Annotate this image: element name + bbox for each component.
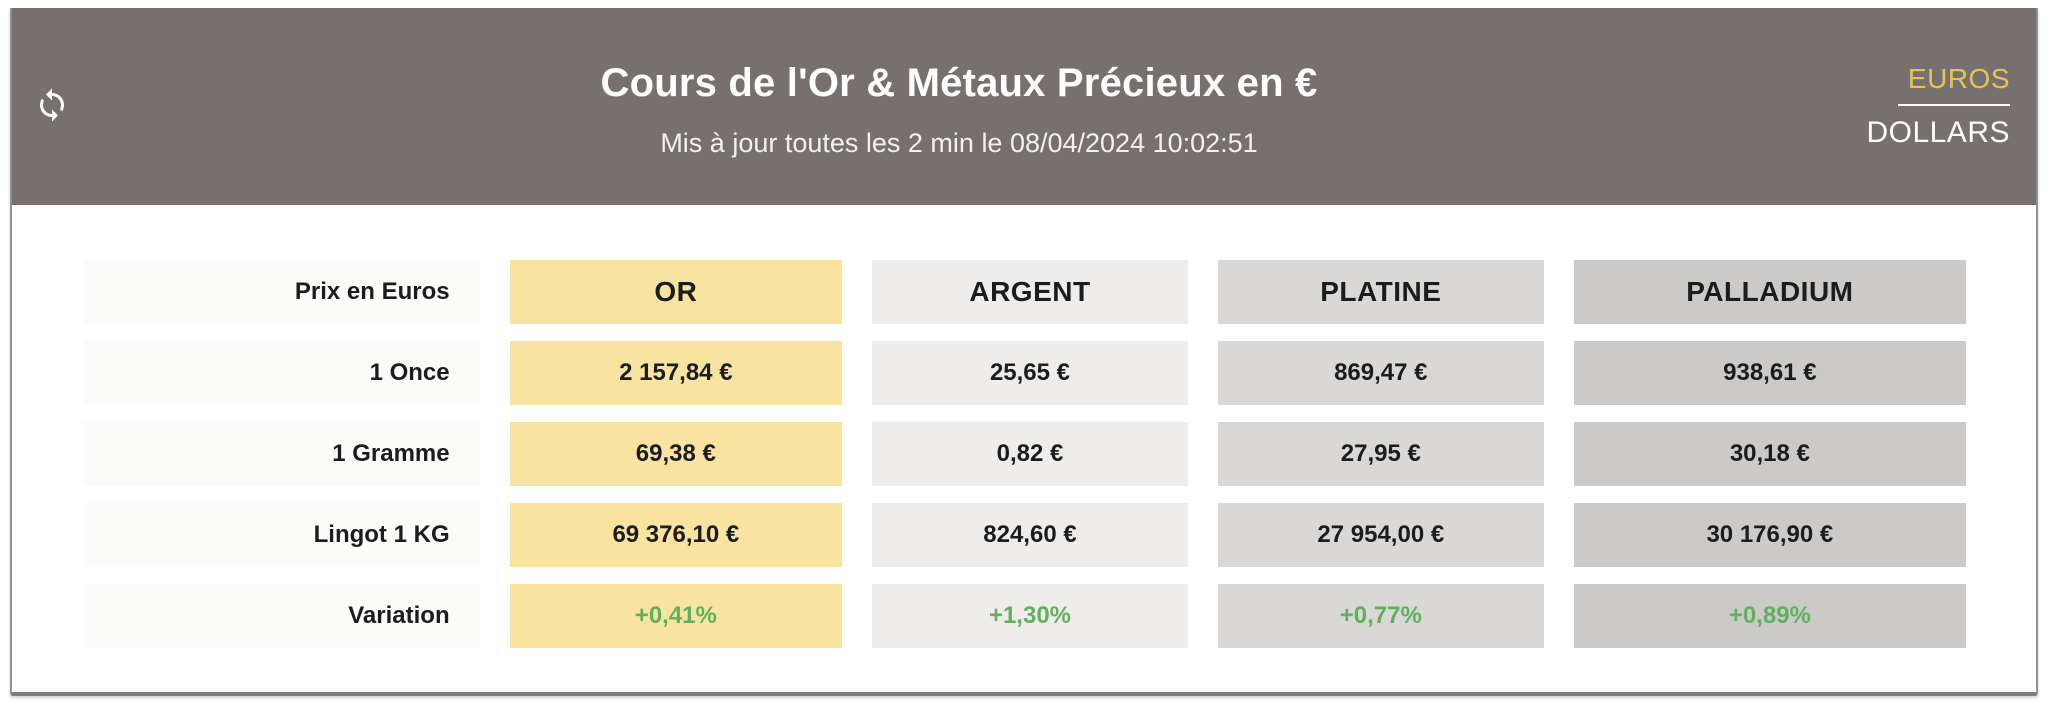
row-label-lingot: Lingot 1 KG	[84, 503, 480, 567]
refresh-icon	[34, 87, 70, 126]
variation-argent: +1,30%	[872, 584, 1188, 648]
row-label-once: 1 Once	[84, 341, 480, 405]
column-header-platine: PLATINE	[1217, 260, 1544, 324]
currency-selected-underline	[1898, 104, 2010, 106]
variation-palladium: +0,89%	[1573, 584, 1966, 648]
column-header-or: OR	[509, 260, 843, 324]
price-palladium-once: 938,61 €	[1573, 341, 1966, 405]
price-platine-once: 869,47 €	[1217, 341, 1544, 405]
column-header-palladium: PALLADIUM	[1573, 260, 1966, 324]
price-palladium-gramme: 30,18 €	[1573, 422, 1966, 486]
row-label-gramme: 1 Gramme	[84, 422, 480, 486]
header-titles: Cours de l'Or & Métaux Précieux en € Mis…	[92, 55, 1826, 159]
last-updated-text: Mis à jour toutes les 2 min le 08/04/202…	[660, 127, 1258, 158]
price-or-once: 2 157,84 €	[509, 341, 843, 405]
currency-option-dollars[interactable]: DOLLARS	[1866, 116, 2010, 149]
variation-platine: +0,77%	[1217, 584, 1544, 648]
currency-option-euros[interactable]: EUROS	[1907, 63, 2010, 94]
price-argent-lingot: 824,60 €	[872, 503, 1188, 567]
currency-toggle: EUROS DOLLARS	[1826, 63, 2036, 150]
price-platine-gramme: 27,95 €	[1217, 422, 1544, 486]
price-palladium-lingot: 30 176,90 €	[1573, 503, 1966, 567]
price-platine-lingot: 27 954,00 €	[1217, 503, 1544, 567]
header-band: Cours de l'Or & Métaux Précieux en € Mis…	[12, 8, 2036, 205]
refresh-button[interactable]	[32, 87, 72, 127]
variation-or: +0,41%	[509, 584, 843, 648]
price-or-gramme: 69,38 €	[509, 422, 843, 486]
column-header-argent: ARGENT	[872, 260, 1188, 324]
price-table-container: Prix en Euros OR ARGENT PLATINE PALLADIU…	[12, 205, 2036, 648]
price-argent-once: 25,65 €	[872, 341, 1188, 405]
price-or-lingot: 69 376,10 €	[509, 503, 843, 567]
page-title: Cours de l'Or & Métaux Précieux en €	[600, 60, 1318, 105]
price-argent-gramme: 0,82 €	[872, 422, 1188, 486]
gold-prices-widget: Cours de l'Or & Métaux Précieux en € Mis…	[10, 8, 2038, 696]
price-table: Prix en Euros OR ARGENT PLATINE PALLADIU…	[84, 260, 1966, 648]
header-left	[12, 87, 92, 127]
corner-header-cell: Prix en Euros	[84, 260, 480, 324]
row-label-variation: Variation	[84, 584, 480, 648]
